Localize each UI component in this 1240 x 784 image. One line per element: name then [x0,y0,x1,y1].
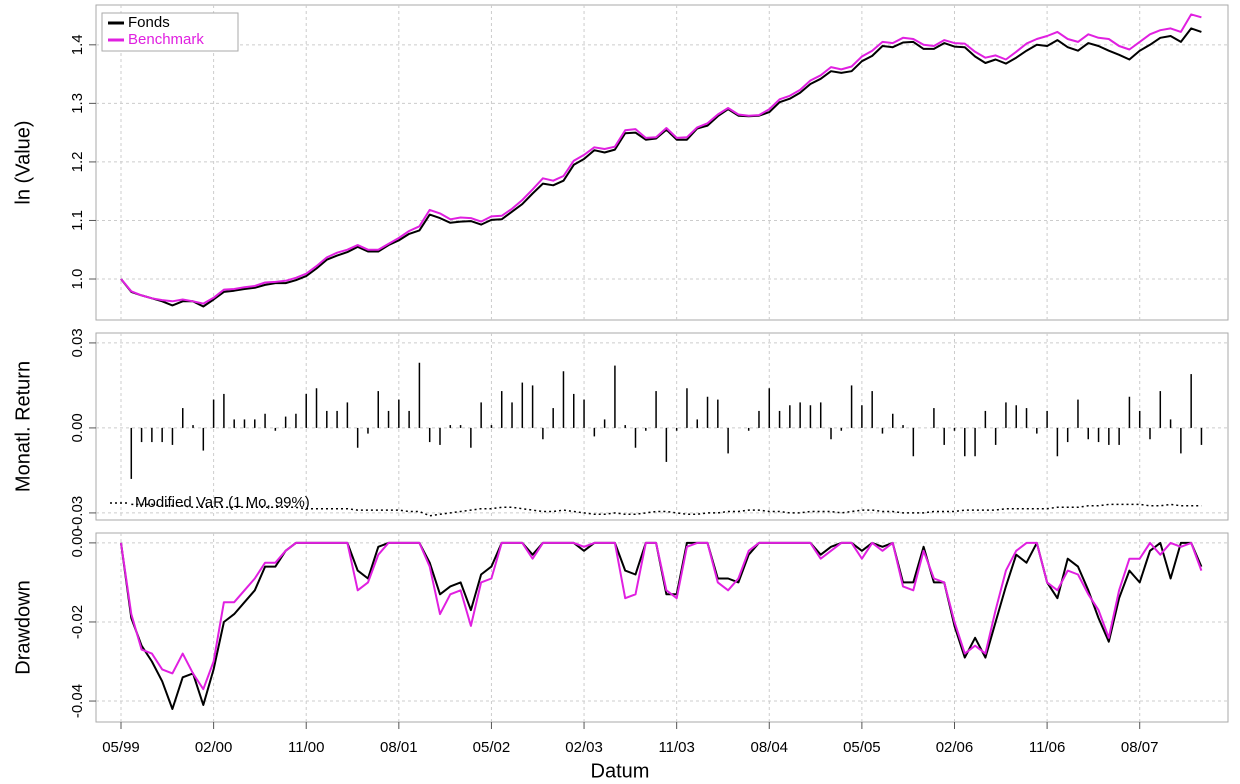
y-tick-label: -0.04 [69,684,86,718]
y-tick-label: 1.0 [69,269,86,290]
x-tick-label: 08/07 [1121,739,1159,756]
legend-label: Benchmark [128,31,204,48]
y-tick-label: 0.00 [69,528,86,557]
y-tick-label: 0.03 [69,328,86,357]
x-tick-label: 05/99 [102,739,140,756]
legend-label: Modified VaR (1 Mo, 99%) [135,494,310,511]
x-axis-title: Datum [591,760,650,782]
y-axis-title: ln (Value) [12,120,34,204]
x-tick-label: 11/03 [658,739,694,756]
x-tick-label: 02/06 [936,739,974,756]
y-axis-title: Monatl. Return [12,361,34,492]
x-tick-label: 05/02 [473,739,511,756]
series-line [120,13,1202,305]
x-tick-label: 02/03 [565,739,603,756]
panel-frame [95,332,1229,521]
y-axis-title: Drawdown [12,580,34,674]
y-tick-label: 0.00 [69,413,86,442]
y-tick-label: 1.4 [69,34,86,55]
y-tick-label: 1.1 [69,210,86,231]
legend-label: Fonds [128,14,170,31]
x-tick-label: 05/05 [843,739,881,756]
legend-box [101,12,239,52]
x-tick-label: 02/00 [195,739,233,756]
series-line [120,541,1203,691]
x-tick-label: 11/06 [1029,739,1065,756]
panel-frame [95,532,1229,723]
x-tick-label: 11/00 [288,739,324,756]
y-tick-label: 1.2 [69,151,86,172]
x-tick-label: 08/04 [750,739,788,756]
y-tick-label: -0.02 [69,605,86,639]
series-line [120,27,1202,308]
var-line [131,503,1202,517]
y-tick-label: 1.3 [69,93,86,114]
panel-frame [95,4,1229,321]
y-tick-label: -0.03 [69,496,86,530]
x-tick-label: 08/01 [380,739,418,756]
